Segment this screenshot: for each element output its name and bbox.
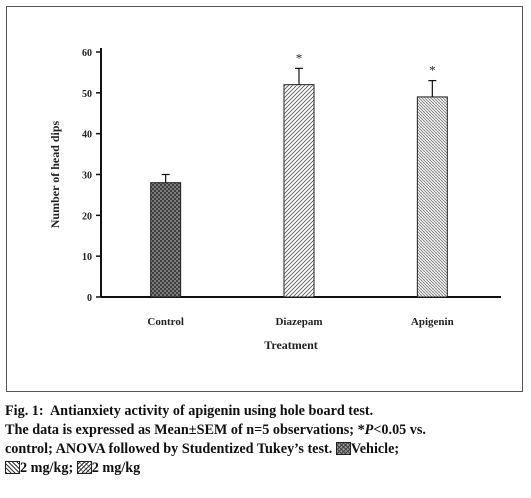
bar-chart: 0 10 20 30 40 50 60 Control * Diazepam * Apigenin Tr… xyxy=(48,48,501,352)
apigenin-swatch-icon xyxy=(76,461,92,474)
y-tick-label: 50 xyxy=(82,89,92,100)
y-axis-title: Number of head dips xyxy=(48,120,62,228)
caption-anova-text: control; ANOVA followed by Studentized T… xyxy=(5,441,333,457)
x-tick-label: Control xyxy=(147,316,183,328)
y-tick-label: 0 xyxy=(87,293,92,304)
caption-p-threshold: <0.05 vs. xyxy=(373,422,426,438)
y-tick-label: 30 xyxy=(82,171,92,182)
y-tick-label: 10 xyxy=(82,252,92,263)
figure-caption: Fig. 1: Antianxiety activity of apigenin… xyxy=(5,402,525,478)
caption-line-4: 2 mg/kg; 2 mg/kg xyxy=(5,459,525,478)
p-value-symbol: P xyxy=(364,422,374,438)
y-tick-label: 40 xyxy=(82,130,92,141)
bar-apigenin xyxy=(416,96,448,298)
caption-line-3: control; ANOVA followed by Studentized T… xyxy=(5,440,525,459)
bar-control xyxy=(150,182,182,298)
y-tick-label: 60 xyxy=(82,48,92,59)
figure-label: Fig. 1: xyxy=(5,403,44,419)
caption-line-1: Fig. 1: Antianxiety activity of apigenin… xyxy=(5,402,525,421)
significance-marker: * xyxy=(429,63,436,78)
diazepam-swatch-icon xyxy=(5,461,20,474)
caption-line-2: The data is expressed as Mean±SEM of n=5… xyxy=(5,421,525,440)
figure-frame: 0 10 20 30 40 50 60 Control * Diazepam * Apigenin Tr… xyxy=(6,6,523,392)
x-tick-label: Apigenin xyxy=(411,316,454,328)
significance-marker: * xyxy=(296,50,303,65)
y-tick-label: 20 xyxy=(82,211,92,222)
legend-vehicle-label: Vehicle; xyxy=(350,441,400,457)
caption-stats-text: The data is expressed as Mean±SEM of n=5… xyxy=(5,422,365,438)
legend-apigenin-label: 2 mg/kg xyxy=(91,460,141,476)
x-axis-title: Treatment xyxy=(264,338,318,352)
x-tick-label: Diazepam xyxy=(275,316,322,328)
vehicle-swatch-icon xyxy=(335,442,351,455)
figure-title: Antianxiety activity of apigenin using h… xyxy=(49,403,374,419)
legend-diazepam-label: 2 mg/kg; xyxy=(20,460,74,476)
bar-diazepam xyxy=(283,84,315,298)
